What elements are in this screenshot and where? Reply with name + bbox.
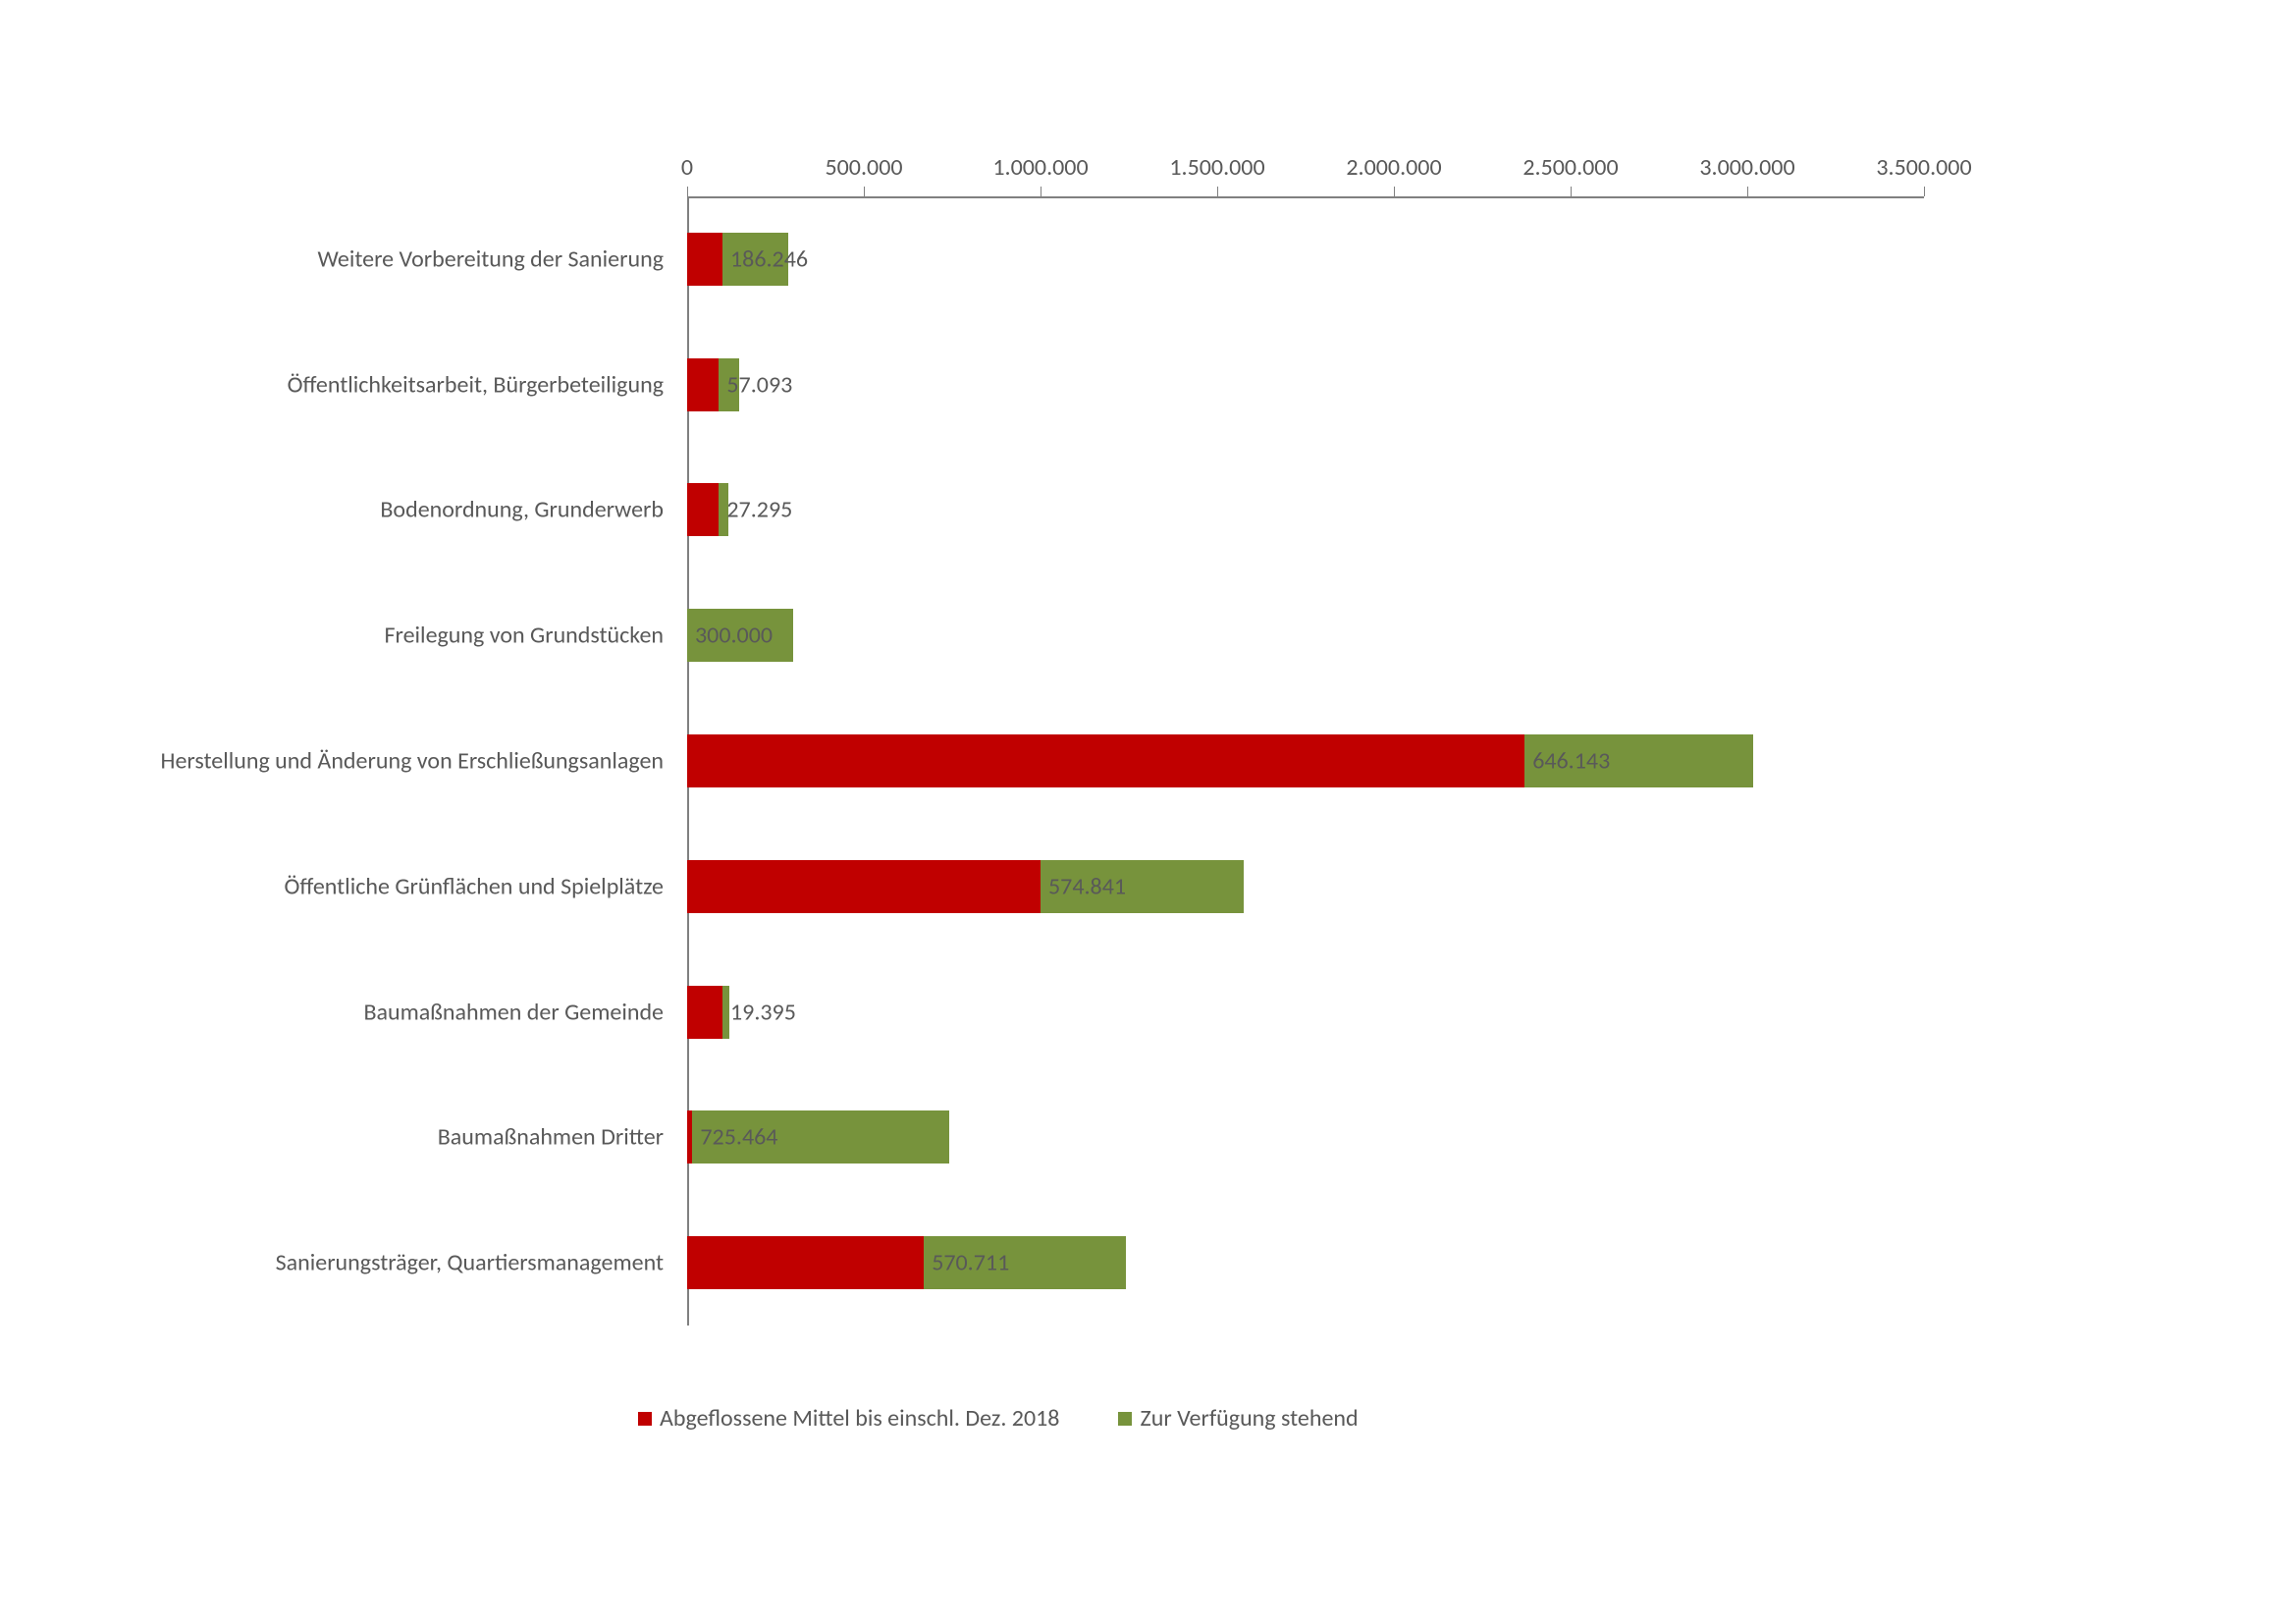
x-tick-label: 1.500.000 xyxy=(1169,153,1264,182)
bar-data-label: 574.841 xyxy=(1048,872,1126,900)
bar-segment xyxy=(687,860,1041,913)
bar-data-label: 57.093 xyxy=(726,370,792,399)
category-label: Sanierungsträger, Quartiersmanagement xyxy=(276,1249,664,1277)
category-label: Bodenordnung, Grunderwerb xyxy=(380,496,664,524)
category-label: Freilegung von Grundstücken xyxy=(385,622,664,650)
bar-segment xyxy=(722,986,729,1039)
bar-data-label: 570.711 xyxy=(932,1249,1009,1277)
category-label: Herstellung und Änderung von Erschließun… xyxy=(161,747,664,776)
bar-segment xyxy=(687,1236,924,1289)
bar-segment xyxy=(687,986,722,1039)
bar-segment xyxy=(687,483,719,536)
x-tick-label: 3.500.000 xyxy=(1876,153,1971,182)
legend: Abgeflossene Mittel bis einschl. Dez. 20… xyxy=(638,1404,1359,1433)
bar-data-label: 19.395 xyxy=(730,998,796,1026)
bar-segment xyxy=(687,734,1524,787)
legend-swatch xyxy=(1118,1412,1132,1426)
bar-data-label: 186.246 xyxy=(730,244,808,273)
bar-data-label: 27.295 xyxy=(726,496,792,524)
x-tick-label: 1.000.000 xyxy=(992,153,1088,182)
bar-data-label: 725.464 xyxy=(700,1123,777,1152)
legend-item: Abgeflossene Mittel bis einschl. Dez. 20… xyxy=(638,1404,1059,1433)
x-tick-label: 3.000.000 xyxy=(1699,153,1794,182)
x-tick-mark xyxy=(1924,187,1925,196)
category-label: Baumaßnahmen der Gemeinde xyxy=(363,998,664,1026)
x-tick-label: 2.000.000 xyxy=(1346,153,1441,182)
bar-data-label: 646.143 xyxy=(1532,747,1610,776)
category-label: Öffentliche Grünflächen und Spielplätze xyxy=(285,872,664,900)
x-tick-label: 500.000 xyxy=(825,153,902,182)
category-label: Öffentlichkeitsarbeit, Bürgerbeteiligung xyxy=(288,370,664,399)
legend-item: Zur Verfügung stehend xyxy=(1118,1404,1358,1433)
category-label: Baumaßnahmen Dritter xyxy=(438,1123,664,1152)
x-tick-mark xyxy=(1747,187,1748,196)
x-tick-label: 0 xyxy=(681,153,693,182)
legend-label: Abgeflossene Mittel bis einschl. Dez. 20… xyxy=(660,1404,1059,1433)
x-axis-line xyxy=(687,196,1924,198)
legend-swatch xyxy=(638,1412,652,1426)
x-tick-mark xyxy=(1394,187,1395,196)
x-tick-label: 2.500.000 xyxy=(1522,153,1618,182)
bar-segment xyxy=(687,233,722,286)
chart-container: 0 500.000 1.000.000 1.500.000 2.000.000 2.500… xyxy=(0,0,2296,1624)
plot-area: 0500.0001.000.0001.500.0002.000.0002.500… xyxy=(687,196,1924,1326)
x-tick-mark xyxy=(864,187,865,196)
x-tick-mark xyxy=(1571,187,1572,196)
legend-label: Zur Verfügung stehend xyxy=(1140,1404,1358,1433)
category-label: Weitere Vorbereitung der Sanierung xyxy=(317,244,664,273)
x-tick-mark xyxy=(687,187,688,196)
bar-data-label: 300.000 xyxy=(695,622,773,650)
bar-segment xyxy=(687,358,719,411)
x-tick-mark xyxy=(1217,187,1218,196)
